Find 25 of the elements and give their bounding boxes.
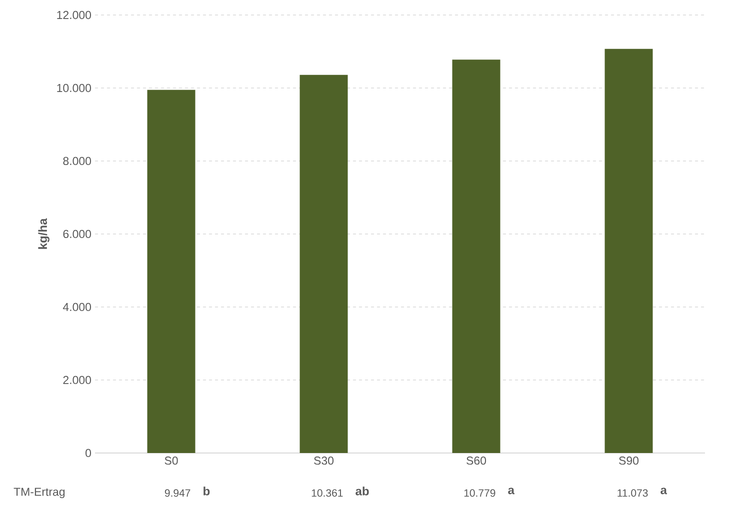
x-tick-label: S60 [466,456,486,465]
y-tick-label: 8.000 [63,156,92,166]
y-axis-title: kg/ha [38,218,50,249]
data-label: 11.073 [618,489,648,497]
x-tick-label: S90 [619,456,639,465]
bar [452,60,500,453]
text: TM-Ertrag [14,488,65,498]
text: a [508,488,515,494]
y-tick-label: 12.000 [57,10,92,20]
y-tick-label: 10.000 [57,84,92,92]
text: ab [356,486,369,496]
text: b [204,486,210,496]
y-tick-label: 6.000 [63,230,92,238]
x-tick-label: S0 [164,456,178,465]
data-label: 10.361 [312,489,343,497]
y-tick-label: 2.000 [63,376,92,384]
data-label: 10.779 [464,489,496,497]
bar [147,90,196,453]
y-tick-label: 4.000 [62,302,92,312]
x-tick-label: S30 [314,456,334,465]
y-tick-label: 0 [86,448,92,458]
bar [300,74,348,453]
data-label: 9.947 [164,489,190,497]
text: a [660,488,668,494]
bar [604,48,653,453]
